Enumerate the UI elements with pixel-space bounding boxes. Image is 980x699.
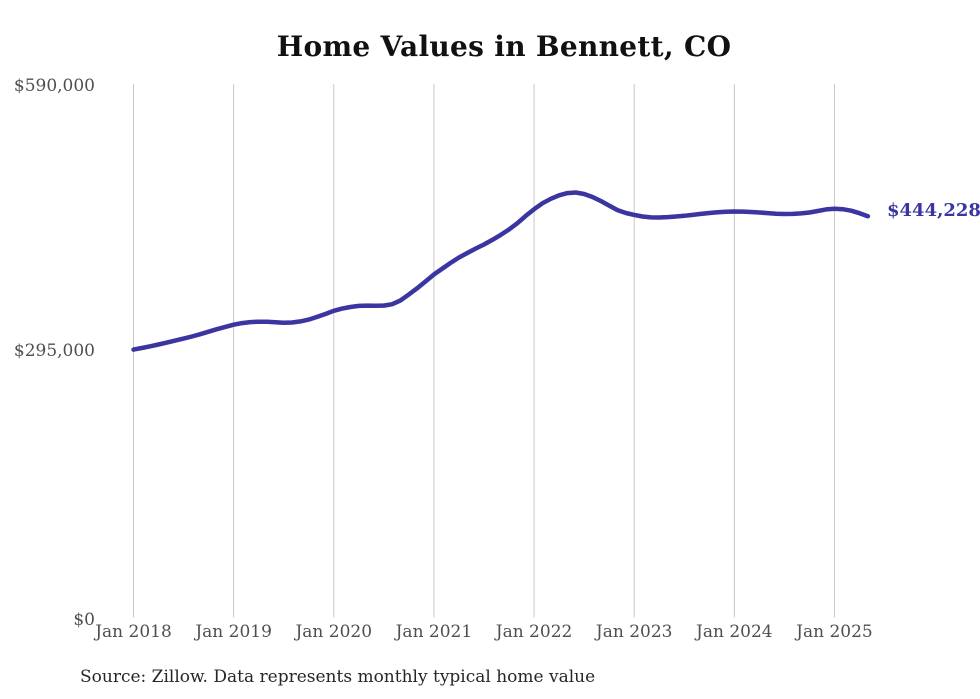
x-axis-label: Jan 2025 (796, 622, 873, 642)
x-axis-label: Jan 2021 (395, 622, 473, 642)
x-axis-label: Jan 2023 (595, 622, 673, 642)
x-axis-label: Jan 2018 (95, 622, 172, 642)
series-group (131, 190, 871, 352)
series-end-value-label: $444,228 (887, 200, 980, 221)
y-axis-label: $0 (73, 610, 95, 630)
source-note: Source: Zillow. Data represents monthly … (80, 667, 596, 687)
y-axis-label: $295,000 (13, 341, 95, 361)
y-axis-label: $590,000 (13, 76, 95, 96)
home-value-line (131, 190, 871, 352)
x-axis-label: Jan 2020 (295, 622, 373, 642)
x-axis-label: Jan 2024 (696, 622, 773, 642)
x-axis-label: Jan 2019 (195, 622, 272, 642)
chart-title: Home Values in Bennett, CO (276, 30, 732, 63)
x-axis-label: Jan 2022 (495, 622, 573, 642)
gridlines (133, 84, 835, 618)
